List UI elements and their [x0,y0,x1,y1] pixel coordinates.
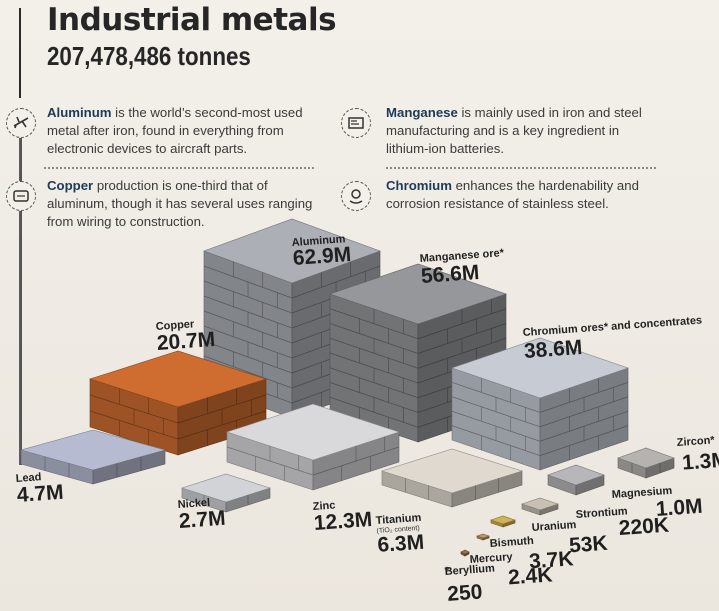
label-value: 38.6M [523,336,583,363]
label-value: 53K [568,532,608,558]
label-value: 6.3M [377,531,425,557]
label-value: 4.7M [16,481,64,507]
label-name: Zinc [312,499,335,513]
label-value: 1.0M [655,495,703,521]
block-nickel [181,473,271,513]
block-copper [89,350,267,456]
label-value: 56.6M [420,261,480,288]
label-name: Beryllium [444,563,495,578]
label-value: 2.4K [507,563,553,589]
block-strontium [521,497,559,516]
note-copper-text: production is one-third that of aluminum… [47,178,313,229]
divider-left [44,167,314,169]
label-name: Aluminum [291,233,346,249]
block-zircon [617,447,675,479]
airplane-icon [6,108,36,138]
label-value: 220K [618,514,670,540]
label-name: Copper [155,318,195,333]
label-manganese-ore: Manganese ore*56.6M [419,247,505,288]
total-tonnes: 207,478,486 tonnes [47,41,251,71]
block-zinc [226,403,400,491]
note-chromium-text: enhances the hardenability and corrosion… [386,178,639,211]
label-value: 12.3M [313,508,373,535]
note-manganese-text: is mainly used in iron and steel manufac… [386,105,642,156]
label-name: Chromium ores* and concentrates [522,314,702,339]
label-name: Titanium [375,512,422,527]
block-magnesium [547,464,605,496]
block-bismuth [476,533,490,541]
label-value: 1.3M [681,448,719,474]
block-titanium [380,448,524,508]
label-name: Lead [15,471,41,485]
label-name: Manganese ore* [419,247,505,265]
block-mercury [460,549,470,557]
label-titanium: Titanium(TiO₂ content)6.3M [375,512,425,557]
label-name: Bismuth [489,535,534,550]
note-aluminum-bold: Aluminum [47,105,112,120]
label-value: 20.7M [156,328,216,355]
timeline-line-bottom [19,135,22,465]
label-name: Mercury [469,551,513,566]
note-copper-bold: Copper [47,178,94,193]
note-copper: Copper production is one-third that of a… [47,177,317,231]
label-name: Strontium [575,505,628,521]
label-sub: (TiO₂ content) [376,525,420,535]
label-name: Magnesium [611,485,672,501]
block-beryllium [444,566,450,571]
note-aluminum-text: is the world’s second-most used metal af… [47,105,303,156]
label-name: Nickel [177,497,210,511]
label-beryllium: Beryllium 250 [444,563,495,606]
battery-icon [341,108,371,138]
label-name: Zircon* [676,434,715,449]
block-chromium-ores-and-concentrates [451,337,629,471]
label-value: 250 [447,580,484,605]
hand-gear-icon [341,181,371,211]
timeline-line-top [19,8,21,98]
block-lead [19,429,167,485]
note-manganese-bold: Manganese [386,105,458,120]
label-value: 62.9M [292,243,352,270]
page-title: Industrial metals [47,2,337,38]
label-value: 3.7K [528,547,574,573]
label-name: Uranium [531,519,577,534]
note-chromium-bold: Chromium [386,178,452,193]
wire-icon [6,181,36,211]
block-uranium [490,515,516,528]
note-manganese: Manganese is mainly used in iron and ste… [386,104,656,158]
label-value: 2.7M [178,507,226,533]
divider-right [386,167,656,169]
note-aluminum: Aluminum is the world’s second-most used… [47,104,317,158]
label-zircon: Zircon*1.3M [676,434,719,474]
note-chromium: Chromium enhances the hardenability and … [386,177,666,213]
